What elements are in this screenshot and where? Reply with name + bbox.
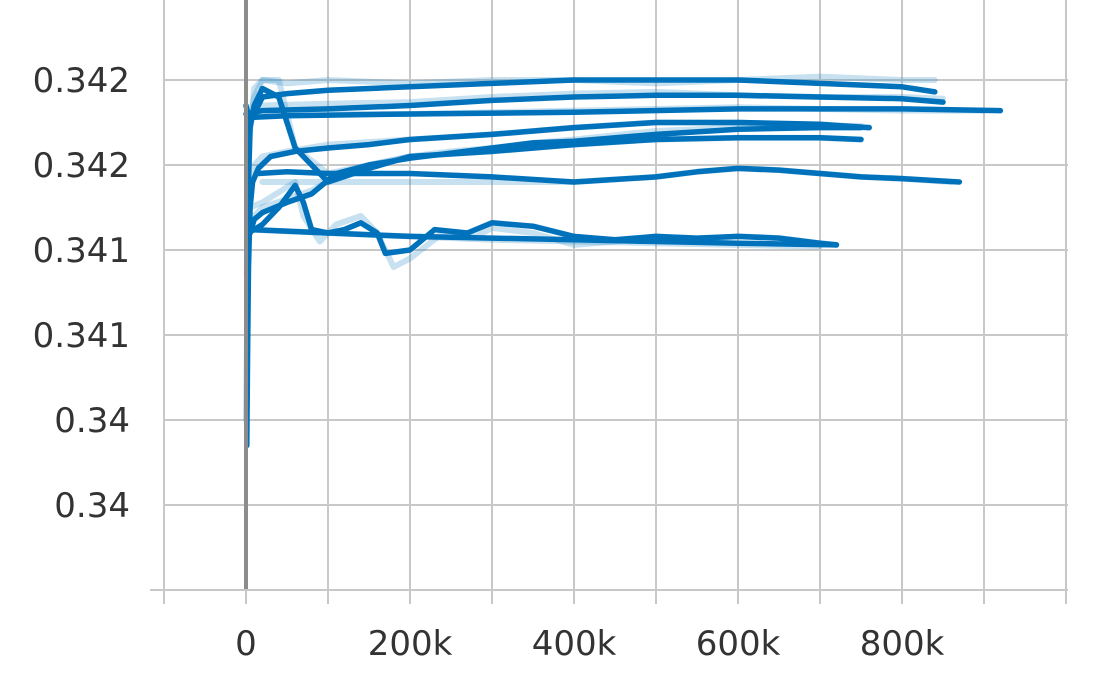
series-raw-line-2 — [247, 73, 938, 134]
tick-labels: 0.342 0.342 0.341 0.341 0.34 0.34 0 200k 400k 600… — [33, 61, 945, 664]
y-tick-label: 0.342 — [33, 146, 130, 186]
smoothed-series — [243, 77, 1004, 449]
raw-series — [243, 73, 987, 423]
series-raw-line-8 — [243, 179, 840, 270]
series-smoothed-line-9 — [247, 226, 840, 248]
y-tick-label: 0.341 — [33, 316, 130, 356]
x-tick-label: 200k — [368, 624, 453, 664]
x-tick-label: 800k — [860, 624, 945, 664]
series-smoothed-line-3 — [243, 92, 946, 117]
series-smoothed-line-5 — [244, 85, 864, 287]
y-tick-label: 0.342 — [33, 61, 130, 101]
y-tick-label: 0.34 — [54, 486, 130, 526]
series-smoothed-line-8 — [244, 182, 840, 257]
y-tick-label: 0.34 — [54, 401, 130, 441]
y-tick-label: 0.341 — [33, 231, 130, 271]
x-tick-label: 0 — [235, 624, 257, 664]
axes — [150, 0, 1068, 604]
x-tick-label: 400k — [532, 624, 617, 664]
x-tick-label: 600k — [696, 624, 781, 664]
series-smoothed-line-7 — [247, 124, 864, 236]
grid — [163, 0, 1068, 590]
